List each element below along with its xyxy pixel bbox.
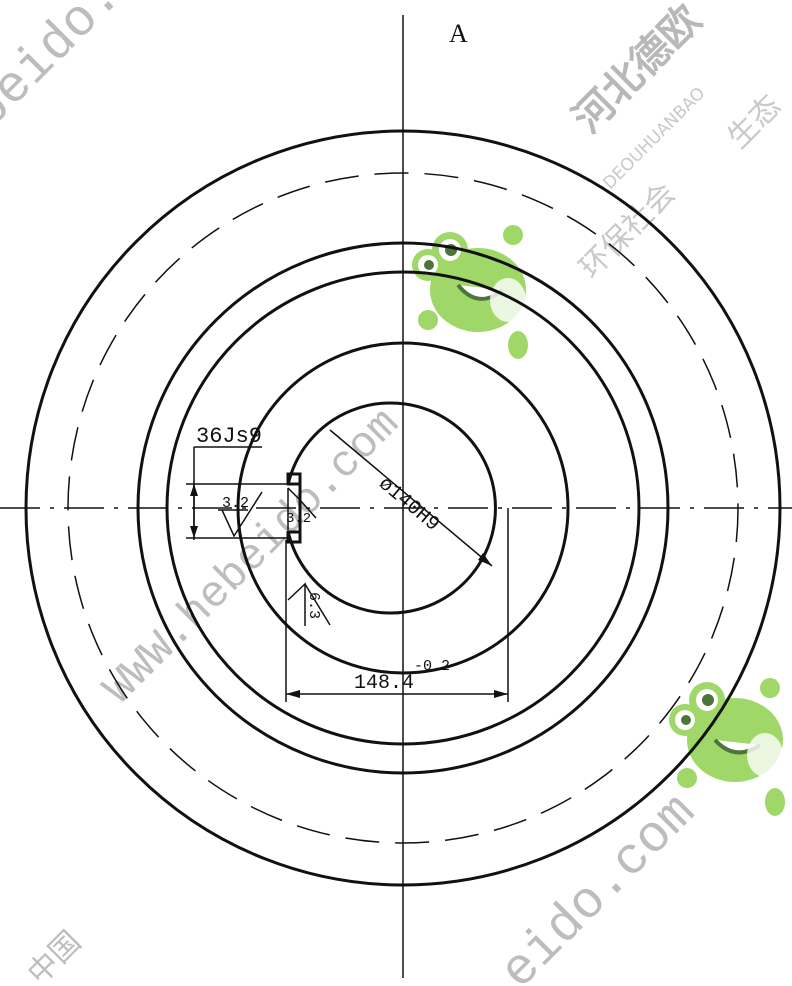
keyway-width-label: 36Js9 (196, 424, 262, 449)
outer-circle (24, 129, 782, 887)
roughness-symbol-bore: 6.3 (287, 582, 331, 626)
circle-4 (165, 270, 641, 746)
roughness-keyway-bottom-label: 3.2 (286, 511, 311, 527)
roughness-symbol-keyway-side: 3.2 (218, 491, 263, 538)
roughness-symbol-keyway-bottom: 3.2 (286, 487, 317, 530)
keyway-depth-label: 148.4 (354, 672, 414, 695)
keyway-depth-tolerance: -0.2 (414, 658, 450, 675)
roughness-bore-label: 6.3 (305, 592, 322, 619)
bore-diameter-label: ø140H9 (374, 473, 444, 537)
dimension-keyway-depth: 148.4 -0.2 (285, 508, 509, 702)
bolt-circle-dashed (67, 172, 739, 844)
watermark-url-bottom-right: eido.com (490, 783, 708, 986)
circle-5 (236, 341, 570, 675)
bore-with-keyway (286, 401, 497, 615)
watermark-url-top-left: beido. (0, 0, 134, 141)
view-label: A (449, 19, 468, 48)
circle-3 (136, 241, 670, 775)
dimension-bore-diameter: ø140H9 (329, 429, 493, 567)
watermark-slogan-2: 生态 (721, 88, 788, 155)
dimension-keyway-width: 36Js9 (186, 424, 288, 540)
watermark-company-cn: 河北德欧 (565, 0, 711, 142)
mascot-frog-icon (412, 225, 528, 359)
mascot-frog-icon (669, 678, 785, 816)
roughness-keyway-side-label: 3.2 (222, 495, 249, 512)
watermark-slogan-1: 环保社会 (573, 176, 683, 286)
watermark-url-bottom-left: 中国 (22, 925, 90, 986)
